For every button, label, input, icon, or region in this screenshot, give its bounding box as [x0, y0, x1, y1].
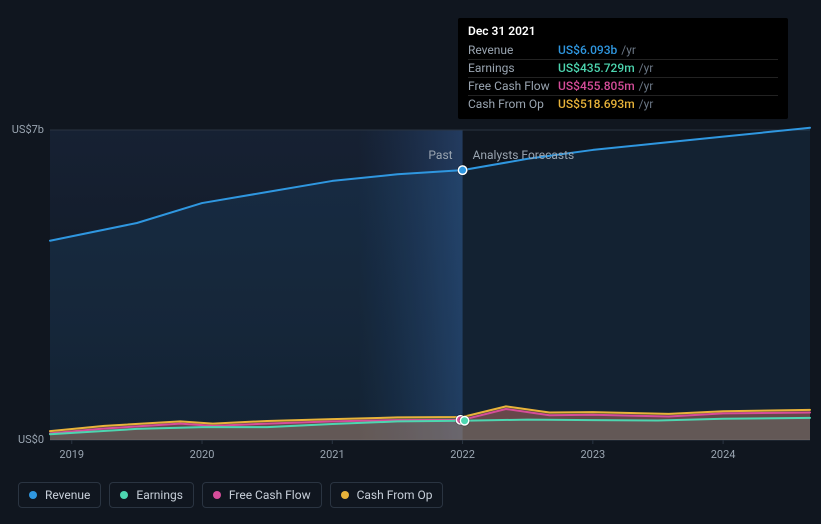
x-axis-label: 2023 — [580, 448, 605, 461]
legend-item-label: Revenue — [45, 488, 90, 502]
x-axis-label: 2019 — [59, 448, 84, 461]
tooltip-row: Cash From OpUS$518.693m/yr — [468, 95, 778, 113]
tooltip-row-unit: /yr — [621, 42, 636, 59]
legend-item-label: Free Cash Flow — [229, 488, 311, 502]
legend-item-cash_from_op[interactable]: Cash From Op — [330, 482, 444, 508]
x-axis-label: 2024 — [711, 448, 736, 461]
y-axis-label: US$7b — [0, 123, 44, 136]
x-axis-label: 2020 — [190, 448, 215, 461]
tooltip-row-label: Cash From Op — [468, 96, 558, 113]
tooltip-row-value: US$455.805m — [558, 78, 635, 95]
legend-dot-icon — [213, 491, 221, 499]
tooltip-row-unit: /yr — [639, 78, 654, 95]
forecast-section-label: Analysts Forecasts — [473, 148, 575, 162]
legend-item-label: Earnings — [136, 488, 183, 502]
tooltip-row-label: Free Cash Flow — [468, 78, 558, 95]
tooltip-row-unit: /yr — [639, 96, 654, 113]
x-axis-label: 2022 — [450, 448, 475, 461]
tooltip-row: Free Cash FlowUS$455.805m/yr — [468, 77, 778, 95]
tooltip-row-value: US$6.093b — [558, 42, 617, 59]
legend-item-label: Cash From Op — [357, 488, 433, 502]
tooltip-row: RevenueUS$6.093b/yr — [468, 42, 778, 59]
tooltip-row: EarningsUS$435.729m/yr — [468, 59, 778, 77]
financial-chart: US$0 US$7b 2019 2020 2021 2022 2023 2024 Past… — [0, 0, 821, 524]
past-section-label: Past — [383, 148, 453, 162]
chart-tooltip: Dec 31 2021 RevenueUS$6.093b/yrEarningsU… — [458, 18, 788, 119]
legend-item-free_cash_flow[interactable]: Free Cash Flow — [202, 482, 322, 508]
chart-legend: Revenue Earnings Free Cash Flow Cash From O… — [18, 482, 443, 508]
legend-dot-icon — [120, 491, 128, 499]
tooltip-row-label: Earnings — [468, 60, 558, 77]
legend-item-earnings[interactable]: Earnings — [109, 482, 194, 508]
tooltip-row-value: US$518.693m — [558, 96, 635, 113]
x-axis-label: 2021 — [320, 448, 345, 461]
tooltip-row-value: US$435.729m — [558, 60, 635, 77]
tooltip-row-unit: /yr — [639, 60, 654, 77]
legend-dot-icon — [341, 491, 349, 499]
tooltip-date: Dec 31 2021 — [468, 24, 778, 38]
legend-dot-icon — [29, 491, 37, 499]
y-axis-label: US$0 — [0, 433, 44, 446]
legend-item-revenue[interactable]: Revenue — [18, 482, 101, 508]
tooltip-row-label: Revenue — [468, 42, 558, 59]
